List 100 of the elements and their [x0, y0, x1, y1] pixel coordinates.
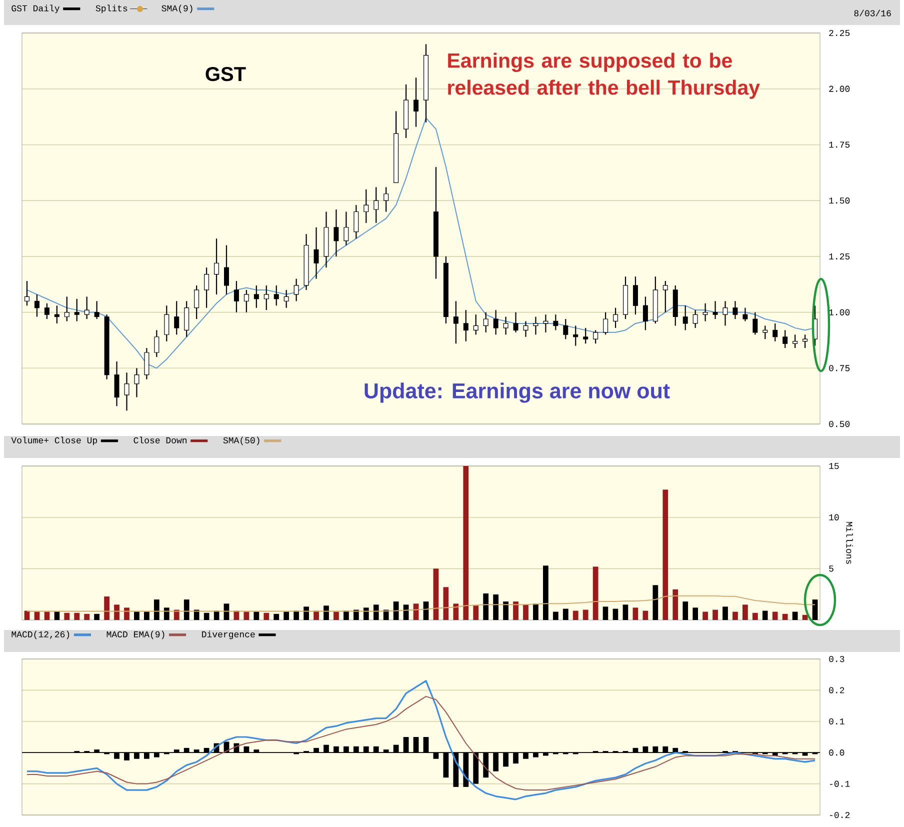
candlestick: [583, 327, 588, 344]
bar: [782, 614, 788, 620]
bar: [463, 466, 469, 620]
y-tick-label: 10: [829, 514, 839, 520]
candlestick: [284, 289, 289, 308]
y-tick-label: 1.00: [829, 309, 850, 316]
candlestick: [473, 314, 478, 336]
bar: [64, 612, 70, 620]
bar: [134, 612, 140, 620]
annotation: GST: [206, 66, 246, 82]
candlestick: [414, 77, 419, 128]
legend-label: Volume+ Close Up: [11, 436, 97, 446]
candlestick: [702, 302, 708, 322]
bar: [762, 610, 768, 620]
candlestick: [632, 276, 638, 316]
bar: [483, 593, 489, 620]
bar: [373, 604, 379, 620]
y-tick-label: -0.1: [830, 780, 850, 787]
bar: [612, 608, 618, 620]
candlestick: [254, 284, 259, 308]
candlestick: [463, 310, 468, 342]
candlestick: [613, 307, 618, 328]
candlestick: [742, 307, 748, 322]
candlestick: [134, 368, 140, 398]
y-tick-label: 0.3: [829, 656, 844, 662]
bar: [772, 612, 778, 620]
bar: [453, 604, 459, 620]
bar: [632, 608, 638, 620]
bar: [353, 610, 359, 620]
candlestick: [593, 330, 598, 344]
legend-label: MACD(12,26): [12, 630, 70, 640]
bar: [433, 568, 439, 620]
candlestick: [722, 300, 728, 326]
candlestick: [54, 305, 60, 324]
bar: [752, 612, 758, 620]
y-tick-label: 0.75: [829, 365, 850, 372]
bar: [114, 604, 120, 620]
candlestick: [772, 322, 778, 342]
bar: [513, 602, 518, 620]
candlestick: [384, 186, 389, 212]
text: Splits: [96, 4, 128, 14]
bar: [334, 612, 339, 620]
candlestick: [782, 330, 788, 349]
bar: [443, 587, 449, 620]
legend-label: Close Down: [134, 436, 186, 444]
bar: [94, 614, 100, 620]
bar: [662, 490, 668, 620]
bar: [44, 612, 50, 620]
bar: [503, 602, 508, 620]
legend-label: SMA(9): [162, 4, 192, 14]
bar: [274, 614, 280, 620]
bar: [284, 612, 290, 620]
candlestick: [802, 334, 808, 349]
candlestick: [573, 325, 578, 346]
bar: [54, 612, 60, 620]
candlestick: [603, 312, 608, 336]
bar: [692, 608, 698, 620]
bar: [204, 612, 210, 620]
candlestick: [762, 325, 768, 340]
candlestick: [174, 300, 180, 336]
bar: [652, 585, 658, 620]
candlestick: [44, 302, 50, 320]
candlestick: [662, 280, 668, 313]
candlestick: [483, 312, 488, 333]
bar: [194, 610, 200, 620]
bar: [732, 612, 738, 620]
y-tick-label: 0.2: [829, 687, 844, 694]
candlestick: [374, 186, 379, 224]
candlestick: [334, 208, 339, 257]
bar: [533, 604, 538, 620]
candlestick: [314, 226, 319, 280]
candlestick: [74, 298, 80, 322]
candlestick: [553, 314, 558, 331]
bar: [712, 610, 718, 620]
bar: [164, 608, 170, 620]
bar: [184, 599, 190, 620]
bar: [74, 612, 80, 620]
bar: [562, 608, 568, 620]
y-tick-label: 1.50: [829, 198, 850, 204]
bar: [592, 566, 598, 620]
bar: [622, 604, 628, 620]
y-tick-label: 2.00: [829, 86, 850, 92]
annotation: Update: Earnings are now out: [364, 382, 670, 403]
bar: [264, 612, 270, 620]
bar: [722, 606, 728, 620]
legend-label: Divergence: [202, 630, 255, 640]
bar: [144, 612, 150, 620]
legend-label: GST Daily: [12, 4, 60, 14]
bar: [552, 612, 558, 620]
candlestick: [244, 289, 249, 313]
bar: [174, 610, 180, 620]
candlestick: [24, 280, 30, 306]
legend-label: SMA(50): [223, 436, 260, 446]
candlestick: [513, 312, 518, 333]
candlestick: [354, 204, 359, 240]
candlestick: [493, 310, 498, 336]
bar: [104, 596, 110, 620]
candlestick: [84, 296, 90, 320]
bar: [324, 606, 329, 620]
bar: [84, 614, 90, 620]
